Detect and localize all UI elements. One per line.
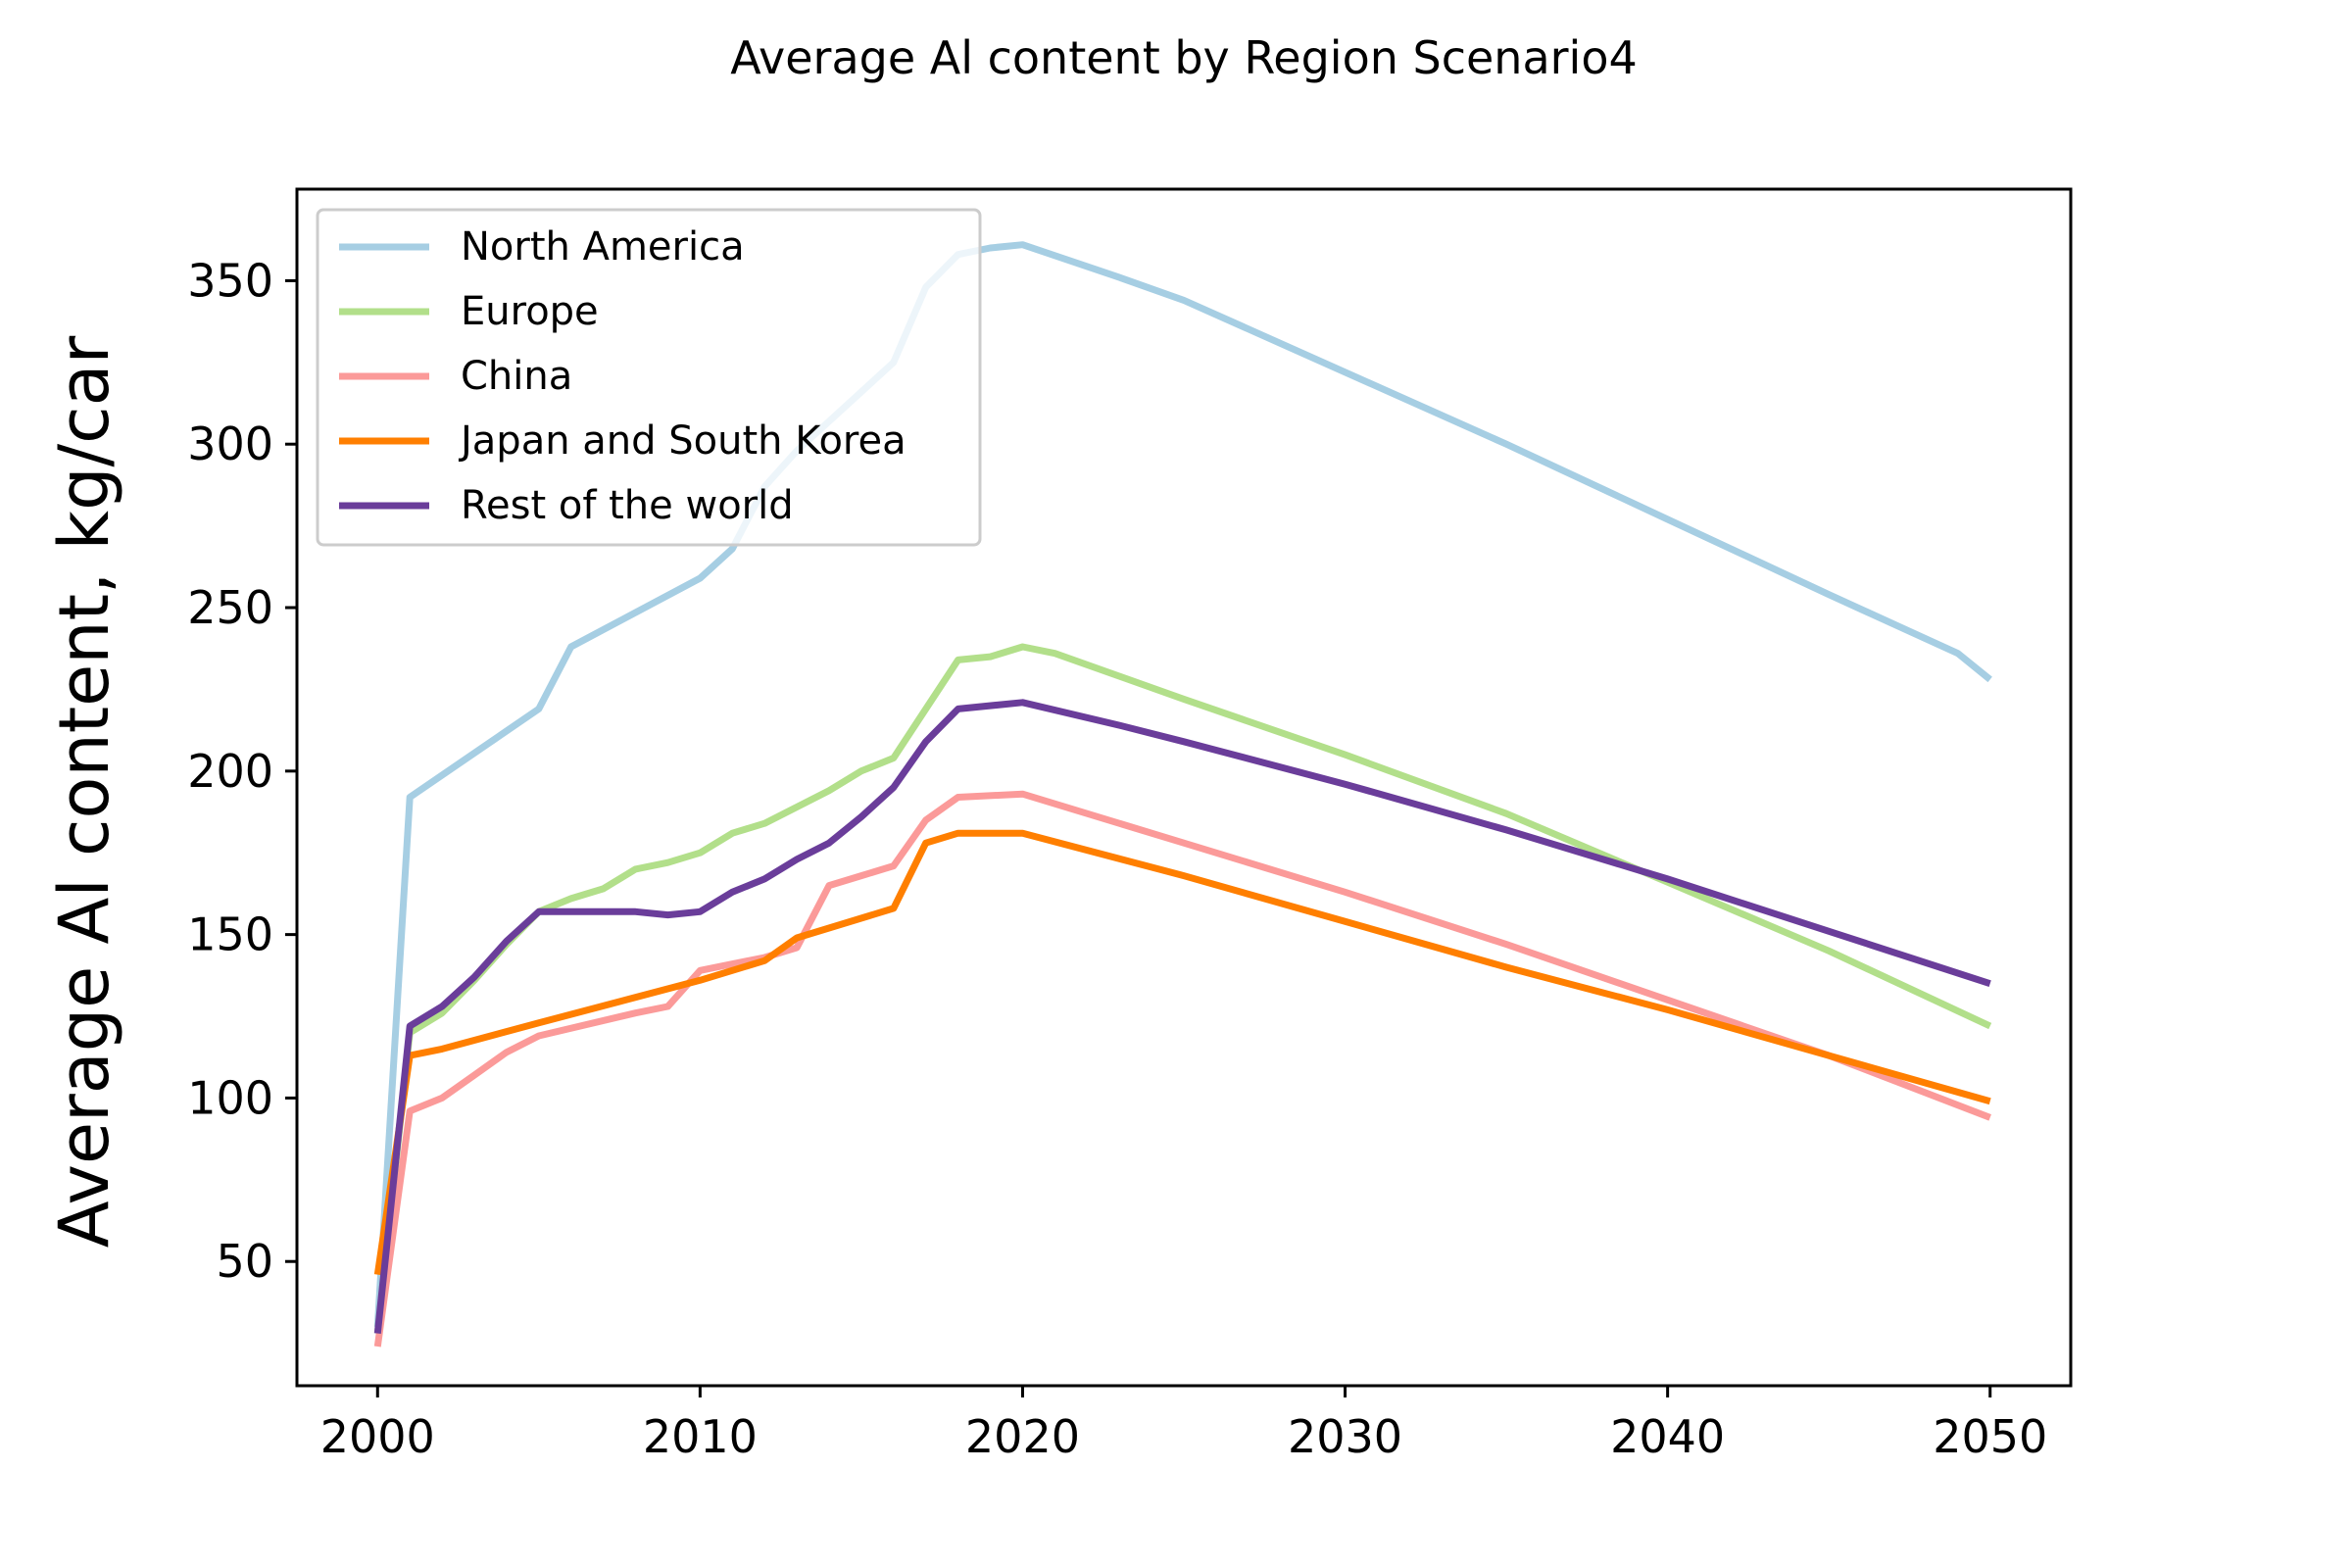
y-axis-label: Average Al content, kg/car (44, 336, 124, 1249)
legend-box (316, 208, 982, 547)
y-tick-label: 250 (187, 581, 273, 634)
series-layer (373, 241, 1992, 1348)
chart-title: Average Al content by Region Scenario4 (730, 31, 1638, 84)
legend-label: Europe (461, 289, 599, 334)
x-tick-label: 2010 (643, 1410, 758, 1463)
plot-area-frame (295, 187, 2073, 1388)
x-tick-label: 2020 (965, 1410, 1080, 1463)
x-tick-label: 2000 (320, 1410, 435, 1463)
legend-label: Rest of the world (461, 483, 794, 528)
series-line-china (373, 790, 1991, 1348)
axis-ticks: 2000 2010 2020 2030 2040 2050 50 100 150 200 250 30… (187, 254, 2047, 1463)
series-line-rest-of-the-world (373, 699, 1991, 1334)
legend-label: Japan and South Korea (458, 418, 906, 464)
x-tick-label: 2040 (1610, 1410, 1725, 1463)
legend-label: China (461, 354, 572, 399)
y-tick-label: 200 (187, 745, 273, 798)
legend: North America Europe China Japan and South … (316, 208, 982, 547)
legend-label: North America (461, 224, 745, 270)
y-tick-label: 50 (216, 1235, 273, 1288)
y-tick-label: 150 (187, 908, 273, 961)
series-line-japan-and-south-korea (373, 829, 1991, 1276)
x-tick-label: 2050 (1933, 1410, 2047, 1463)
y-tick-label: 100 (187, 1071, 273, 1124)
x-tick-label: 2030 (1288, 1410, 1402, 1463)
y-tick-label: 300 (187, 417, 273, 470)
y-tick-label: 350 (187, 254, 273, 307)
